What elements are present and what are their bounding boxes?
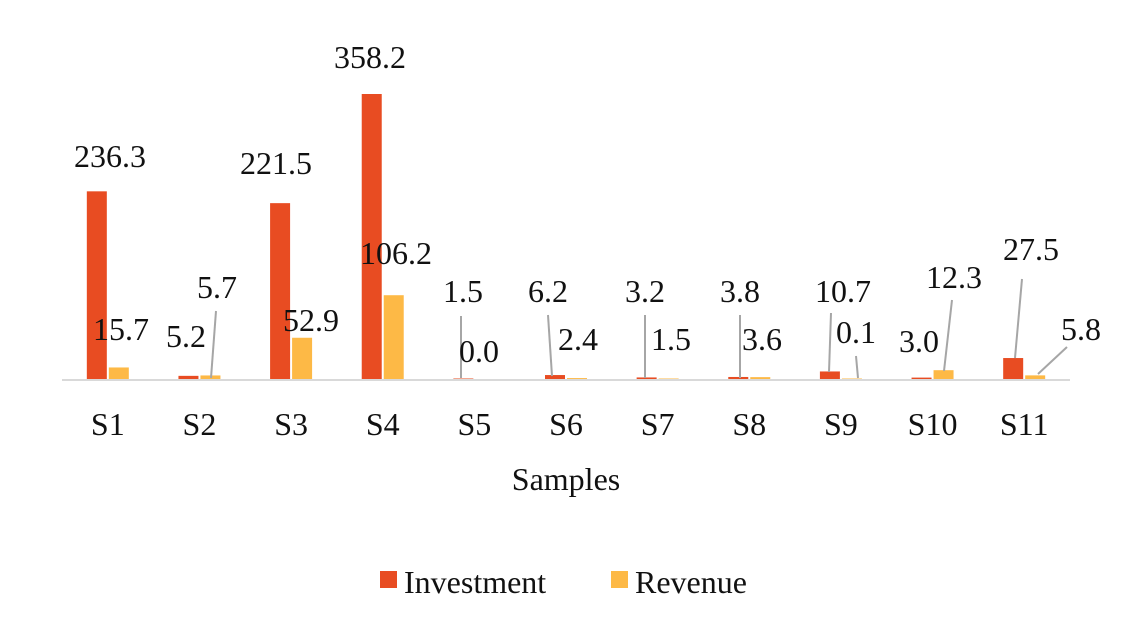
- leader-lines-layer: [210, 278, 1068, 379]
- legend: Investment Revenue: [380, 564, 747, 600]
- bar-revenue-s3: [292, 337, 313, 380]
- data-label-investment-s9: 10.7: [815, 273, 871, 309]
- data-label-revenue-s1: 15.7: [93, 311, 149, 347]
- data-label-revenue-s2: 5.7: [197, 269, 237, 305]
- data-label-revenue-s7: 1.5: [651, 321, 691, 357]
- data-label-investment-s5: 1.5: [443, 273, 483, 309]
- data-label-investment-s6: 6.2: [528, 273, 568, 309]
- bar-revenue-s10: [933, 370, 954, 380]
- data-label-revenue-s11: 5.8: [1061, 311, 1101, 347]
- legend-label-investment: Investment: [404, 564, 546, 600]
- leader-line-investment-s6: [547, 314, 553, 377]
- bar-investment-s8: [728, 376, 749, 380]
- x-tick-s7: S7: [641, 406, 675, 442]
- legend-swatch-revenue: [611, 571, 628, 588]
- bar-revenue-s11: [1025, 375, 1046, 380]
- x-tick-s5: S5: [457, 406, 491, 442]
- data-label-investment-s10: 3.0: [899, 323, 939, 359]
- data-labels-layer: 236.3 15.7 5.2 5.7 221.5 52.9 358.2 106.2 1.5 0.0…: [74, 39, 1101, 369]
- leader-line-revenue-s11: [1037, 346, 1068, 375]
- bar-investment-s6: [545, 375, 565, 380]
- x-tick-s1: S1: [91, 406, 125, 442]
- x-tick-s11: S11: [1000, 406, 1049, 442]
- legend-label-revenue: Revenue: [635, 564, 747, 600]
- data-label-revenue-s5: 0.0: [459, 333, 499, 369]
- bar-investment-s9: [819, 371, 840, 380]
- x-tick-s2: S2: [183, 406, 217, 442]
- bar-investment-s2: [178, 375, 199, 380]
- data-label-investment-s8: 3.8: [720, 273, 760, 309]
- leader-line-investment-s11: [1014, 278, 1023, 359]
- bar-investment-s1: [86, 191, 107, 380]
- data-label-investment-s3: 221.5: [240, 145, 312, 181]
- bars-layer: [86, 94, 1046, 380]
- x-tick-s8: S8: [732, 406, 766, 442]
- data-label-revenue-s3: 52.9: [283, 302, 339, 338]
- data-label-investment-s4: 358.2: [334, 39, 406, 75]
- data-label-revenue-s4: 106.2: [360, 235, 432, 271]
- data-label-revenue-s10: 12.3: [926, 259, 982, 295]
- data-label-investment-s1: 236.3: [74, 138, 146, 174]
- bar-investment-s4: [361, 94, 382, 380]
- data-label-investment-s2: 5.2: [166, 318, 206, 354]
- data-label-investment-s11: 27.5: [1003, 231, 1059, 267]
- bar-investment-s11: [1003, 358, 1024, 380]
- bar-investment-s7: [636, 377, 657, 380]
- data-label-investment-s7: 3.2: [625, 273, 665, 309]
- data-label-revenue-s9: 0.1: [836, 314, 876, 350]
- leader-line-investment-s9: [828, 312, 832, 373]
- data-label-revenue-s8: 3.6: [742, 321, 782, 357]
- bar-revenue-s1: [108, 367, 129, 380]
- bar-revenue-s4: [383, 295, 404, 380]
- bar-revenue-s8: [750, 377, 771, 380]
- x-tick-s3: S3: [274, 406, 308, 442]
- x-tick-s9: S9: [824, 406, 858, 442]
- x-tick-labels: S1 S2 S3 S4 S5 S6 S7 S8 S9 S10 S11: [91, 406, 1049, 442]
- x-axis-title: Samples: [512, 461, 620, 497]
- x-tick-s10: S10: [908, 406, 958, 442]
- legend-swatch-investment: [380, 571, 397, 588]
- leader-line-revenue-s9: [855, 355, 859, 379]
- data-label-revenue-s6: 2.4: [558, 321, 598, 357]
- bar-investment-s3: [270, 203, 291, 380]
- leader-line-revenue-s10: [943, 299, 953, 372]
- x-tick-s6: S6: [549, 406, 583, 442]
- x-tick-s4: S4: [366, 406, 400, 442]
- bar-investment-s10: [911, 377, 932, 380]
- leader-line-revenue-s2: [210, 310, 217, 379]
